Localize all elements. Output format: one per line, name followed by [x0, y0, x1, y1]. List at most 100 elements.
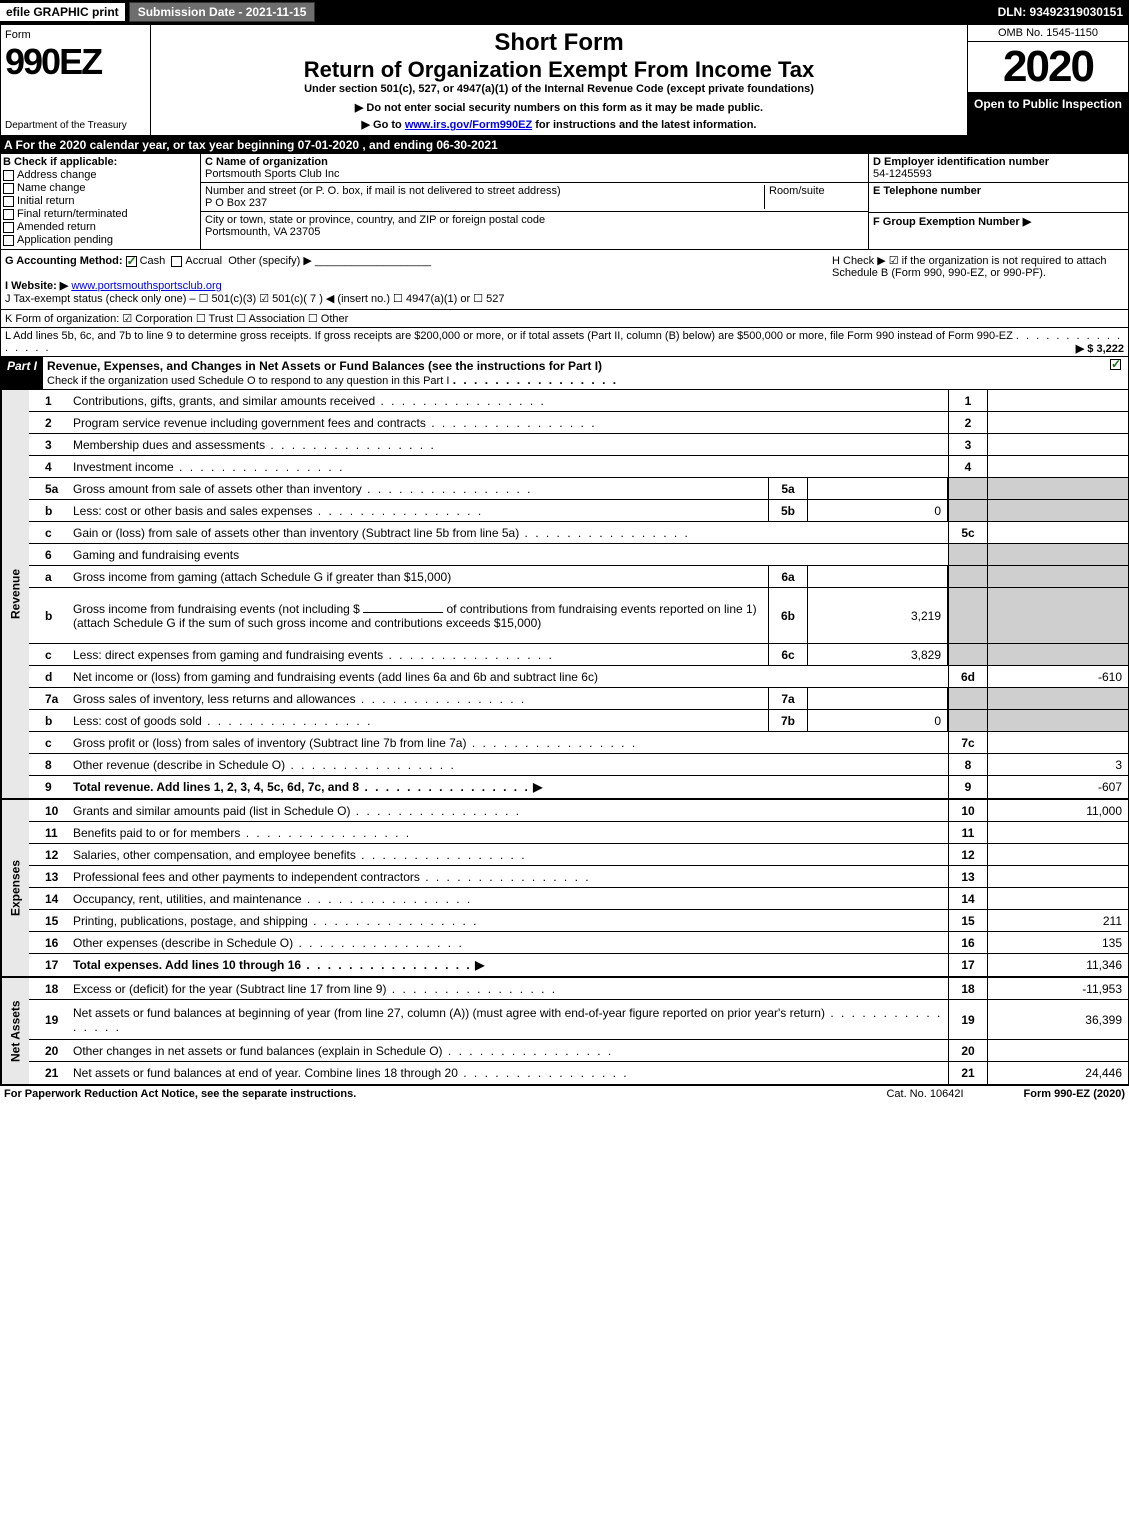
row-g-h: G Accounting Method: Cash Accrual Other … — [0, 250, 1129, 310]
goto-prefix: ▶ Go to — [362, 119, 405, 131]
row-l: L Add lines 5b, 6c, and 7b to line 9 to … — [0, 328, 1129, 357]
return-title: Return of Organization Exempt From Incom… — [155, 57, 963, 83]
netassets-side-label: Net Assets — [1, 978, 29, 1084]
row-l-val: ▶ $ 3,222 — [1076, 342, 1124, 355]
treasury-dept: Department of the Treasury — [5, 120, 146, 131]
website-link[interactable]: www.portsmouthsportsclub.org — [71, 280, 221, 292]
ssn-warning: ▶ Do not enter social security numbers o… — [155, 101, 963, 114]
tel-label: E Telephone number — [873, 185, 981, 197]
line-17: 17 Total expenses. Add lines 10 through … — [29, 954, 1128, 976]
expenses-side-label: Expenses — [1, 800, 29, 976]
box-h: H Check ▶ ☑ if the organization is not r… — [824, 254, 1124, 305]
line-19: 19 Net assets or fund balances at beginn… — [29, 1000, 1128, 1040]
chk-app-pending[interactable]: Application pending — [3, 234, 198, 246]
line-21: 21 Net assets or fund balances at end of… — [29, 1062, 1128, 1084]
part-i-header: Part I Revenue, Expenses, and Changes in… — [0, 357, 1129, 390]
header-right: OMB No. 1545-1150 2020 Open to Public In… — [968, 25, 1128, 135]
line-11: 11 Benefits paid to or for members 11 — [29, 822, 1128, 844]
box-e: E Telephone number — [869, 183, 1128, 213]
page-footer: For Paperwork Reduction Act Notice, see … — [0, 1085, 1129, 1102]
line-5a: 5a Gross amount from sale of assets othe… — [29, 478, 1128, 500]
line-7b: b Less: cost of goods sold 7b 0 — [29, 710, 1128, 732]
goto-instructions: ▶ Go to www.irs.gov/Form990EZ for instru… — [155, 118, 963, 131]
org-name-row: C Name of organization Portsmouth Sports… — [201, 154, 868, 183]
org-name-value: Portsmouth Sports Club Inc — [205, 168, 340, 180]
box-def: D Employer identification number 54-1245… — [868, 154, 1128, 249]
chk-amended[interactable]: Amended return — [3, 221, 198, 233]
tax-period-bar: A For the 2020 calendar year, or tax yea… — [0, 136, 1129, 154]
line-15: 15 Printing, publications, postage, and … — [29, 910, 1128, 932]
footer-right: Form 990-EZ (2020) — [1024, 1088, 1125, 1100]
row-k: K Form of organization: ☑ Corporation ☐ … — [0, 310, 1129, 328]
form-number: 990EZ — [5, 41, 146, 83]
revenue-side-label: Revenue — [1, 390, 29, 798]
line-16: 16 Other expenses (describe in Schedule … — [29, 932, 1128, 954]
open-to-public: Open to Public Inspection — [968, 93, 1128, 135]
g-label: G Accounting Method: — [5, 255, 123, 267]
box-b: B Check if applicable: Address change Na… — [1, 154, 201, 249]
header-left: Form 990EZ Department of the Treasury — [1, 25, 151, 135]
dln-number: DLN: 93492319030151 — [998, 5, 1129, 19]
footer-left: For Paperwork Reduction Act Notice, see … — [4, 1088, 356, 1100]
line-1: 1 Contributions, gifts, grants, and simi… — [29, 390, 1128, 412]
omb-number: OMB No. 1545-1150 — [968, 25, 1128, 42]
ein-label: D Employer identification number — [873, 156, 1049, 168]
revenue-group: Revenue 1 Contributions, gifts, grants, … — [1, 390, 1128, 798]
line-6b: b Gross income from fundraising events (… — [29, 588, 1128, 644]
group-exemption-label: F Group Exemption Number ▶ — [873, 216, 1031, 228]
line-7a: 7a Gross sales of inventory, less return… — [29, 688, 1128, 710]
line-12: 12 Salaries, other compensation, and emp… — [29, 844, 1128, 866]
org-name-label: C Name of organization — [205, 156, 328, 168]
line-14: 14 Occupancy, rent, utilities, and maint… — [29, 888, 1128, 910]
org-city-row: City or town, state or province, country… — [201, 212, 868, 240]
line-5b: b Less: cost or other basis and sales ex… — [29, 500, 1128, 522]
chk-schedule-o[interactable] — [1110, 359, 1121, 370]
goto-suffix: for instructions and the latest informat… — [532, 119, 756, 131]
box-f: F Group Exemption Number ▶ — [869, 213, 1128, 230]
short-form-title: Short Form — [155, 29, 963, 57]
chk-cash[interactable] — [126, 256, 137, 267]
expenses-group: Expenses 10 Grants and similar amounts p… — [1, 798, 1128, 976]
addr-label: Number and street (or P. O. box, if mail… — [205, 185, 561, 197]
irs-link[interactable]: www.irs.gov/Form990EZ — [405, 119, 532, 131]
city-label: City or town, state or province, country… — [205, 214, 545, 226]
ein-value: 54-1245593 — [873, 168, 932, 180]
line-5c: c Gain or (loss) from sale of assets oth… — [29, 522, 1128, 544]
box-b-title: B Check if applicable: — [3, 156, 117, 168]
chk-final-return[interactable]: Final return/terminated — [3, 208, 198, 220]
top-bar: efile GRAPHIC print Submission Date - 20… — [0, 0, 1129, 24]
line-9: 9 Total revenue. Add lines 1, 2, 3, 4, 5… — [29, 776, 1128, 798]
line-8: 8 Other revenue (describe in Schedule O)… — [29, 754, 1128, 776]
city-value: Portsmounth, VA 23705 — [205, 226, 320, 238]
line-6d: d Net income or (loss) from gaming and f… — [29, 666, 1128, 688]
line-18: 18 Excess or (deficit) for the year (Sub… — [29, 978, 1128, 1000]
j-tax-exempt: J Tax-exempt status (check only one) – ☐… — [5, 293, 505, 305]
efile-print-label[interactable]: efile GRAPHIC print — [0, 3, 125, 21]
part-i-check-o: Check if the organization used Schedule … — [47, 375, 449, 387]
part-i-label: Part I — [1, 357, 43, 389]
line-13: 13 Professional fees and other payments … — [29, 866, 1128, 888]
chk-name-change[interactable]: Name change — [3, 182, 198, 194]
row-l-text: L Add lines 5b, 6c, and 7b to line 9 to … — [5, 330, 1013, 342]
org-addהעיקרr-row: Number and street (or P. O. box, if mail… — [201, 183, 868, 212]
line-6a: a Gross income from gaming (attach Sched… — [29, 566, 1128, 588]
line-10: 10 Grants and similar amounts paid (list… — [29, 800, 1128, 822]
addr-value: P O Box 237 — [205, 197, 267, 209]
i-label: I Website: ▶ — [5, 280, 68, 292]
chk-accrual[interactable] — [171, 256, 182, 267]
header-middle: Short Form Return of Organization Exempt… — [151, 25, 968, 135]
chk-address-change[interactable]: Address change — [3, 169, 198, 181]
room-suite: Room/suite — [764, 185, 864, 209]
box-d: D Employer identification number 54-1245… — [869, 154, 1128, 183]
identity-section: B Check if applicable: Address change Na… — [0, 154, 1129, 250]
line-4: 4 Investment income 4 — [29, 456, 1128, 478]
line-20: 20 Other changes in net assets or fund b… — [29, 1040, 1128, 1062]
netassets-group: Net Assets 18 Excess or (deficit) for th… — [1, 976, 1128, 1084]
chk-initial-return[interactable]: Initial return — [3, 195, 198, 207]
footer-cat: Cat. No. 10642I — [886, 1088, 963, 1100]
line-3: 3 Membership dues and assessments 3 — [29, 434, 1128, 456]
line-6c: c Less: direct expenses from gaming and … — [29, 644, 1128, 666]
part-i-table: Revenue 1 Contributions, gifts, grants, … — [0, 390, 1129, 1085]
box-c: C Name of organization Portsmouth Sports… — [201, 154, 868, 249]
form-label: Form — [5, 29, 146, 41]
